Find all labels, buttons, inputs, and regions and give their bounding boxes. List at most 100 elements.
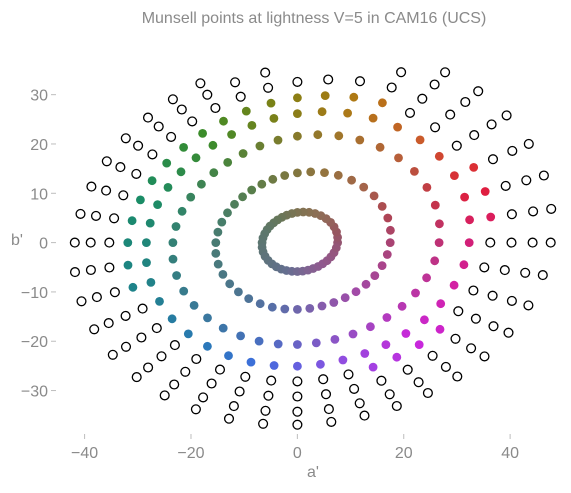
munsell-point-out-of-gamut — [354, 76, 366, 87]
munsell-point-in-gamut — [269, 361, 279, 370]
munsell-point-out-of-gamut — [103, 318, 114, 329]
munsell-point-out-of-gamut — [223, 413, 235, 424]
munsell-point-in-gamut — [415, 135, 425, 145]
munsell-point-in-gamut — [218, 323, 228, 333]
munsell-point-in-gamut — [211, 238, 221, 248]
munsell-point-in-gamut — [349, 92, 359, 102]
munsell-point-out-of-gamut — [323, 404, 334, 415]
munsell-point-out-of-gamut — [326, 416, 337, 427]
munsell-point-out-of-gamut — [180, 366, 191, 377]
munsell-point-out-of-gamut — [266, 375, 277, 386]
munsell-point-in-gamut — [340, 293, 350, 303]
y-tick-label: 30 — [30, 88, 48, 105]
munsell-point-in-gamut — [293, 361, 302, 371]
munsell-point-in-gamut — [127, 216, 137, 226]
munsell-point-in-gamut — [224, 351, 233, 361]
munsell-point-out-of-gamut — [453, 306, 464, 317]
munsell-point-in-gamut — [378, 98, 387, 108]
munsell-point-out-of-gamut — [445, 109, 456, 120]
munsell-point-out-of-gamut — [85, 264, 96, 276]
munsell-point-out-of-gamut — [500, 180, 511, 191]
munsell-point-in-gamut — [366, 322, 375, 332]
munsell-point-out-of-gamut — [76, 296, 87, 307]
munsell-point-out-of-gamut — [101, 185, 112, 196]
munsell-point-out-of-gamut — [206, 378, 217, 389]
munsell-point-out-of-gamut — [429, 79, 440, 90]
munsell-point-in-gamut — [331, 243, 341, 253]
y-tick-label: 10 — [30, 186, 48, 203]
munsell-point-out-of-gamut — [131, 372, 142, 383]
munsell-point-in-gamut — [208, 140, 218, 150]
munsell-point-in-gamut — [168, 238, 178, 248]
munsell-point-out-of-gamut — [90, 210, 102, 221]
munsell-point-out-of-gamut — [506, 209, 517, 220]
y-tick-label: −10 — [21, 285, 48, 302]
y-tick-label: 20 — [30, 137, 48, 154]
munsell-point-out-of-gamut — [153, 121, 164, 132]
munsell-point-in-gamut — [230, 199, 239, 209]
munsell-point-in-gamut — [269, 114, 279, 123]
munsell-point-out-of-gamut — [176, 104, 187, 115]
munsell-point-out-of-gamut — [109, 213, 120, 224]
munsell-point-out-of-gamut — [156, 351, 167, 362]
munsell-point-out-of-gamut — [354, 398, 365, 409]
munsell-point-in-gamut — [186, 192, 196, 202]
munsell-point-in-gamut — [213, 227, 223, 237]
x-tick-label: 40 — [501, 445, 519, 462]
munsell-point-in-gamut — [333, 170, 343, 180]
munsell-point-in-gamut — [414, 340, 424, 349]
munsell-point-in-gamut — [317, 107, 327, 117]
munsell-point-in-gamut — [480, 187, 490, 196]
munsell-point-out-of-gamut — [487, 154, 499, 165]
munsell-point-out-of-gamut — [396, 67, 407, 78]
munsell-point-in-gamut — [360, 349, 370, 358]
munsell-point-in-gamut — [465, 215, 474, 225]
munsell-point-in-gamut — [211, 249, 221, 258]
munsell-point-in-gamut — [123, 260, 133, 270]
munsell-point-out-of-gamut — [479, 351, 490, 362]
munsell-point-in-gamut — [163, 183, 173, 192]
munsell-point-in-gamut — [244, 294, 254, 303]
munsell-point-out-of-gamut — [131, 168, 142, 179]
munsell-point-in-gamut — [377, 202, 387, 211]
munsell-point-in-gamut — [392, 352, 402, 362]
munsell-point-out-of-gamut — [430, 122, 441, 133]
x-tick-label: 20 — [395, 445, 413, 462]
munsell-point-in-gamut — [386, 225, 395, 235]
munsell-point-in-gamut — [219, 116, 228, 126]
munsell-point-in-gamut — [411, 288, 420, 298]
munsell-point-in-gamut — [209, 168, 219, 178]
munsell-point-in-gamut — [320, 91, 330, 100]
munsell-point-out-of-gamut — [507, 145, 518, 156]
munsell-point-in-gamut — [293, 168, 302, 178]
munsell-point-out-of-gamut — [486, 119, 497, 130]
munsell-point-out-of-gamut — [520, 267, 531, 278]
munsell-point-out-of-gamut — [292, 76, 303, 87]
munsell-point-in-gamut — [435, 219, 444, 229]
munsell-point-in-gamut — [197, 179, 206, 189]
munsell-point-out-of-gamut — [292, 419, 303, 430]
munsell-point-in-gamut — [234, 287, 243, 297]
munsell-point-in-gamut — [359, 182, 369, 192]
munsell-point-out-of-gamut — [214, 364, 226, 375]
munsell-point-in-gamut — [191, 153, 201, 163]
munsell-point-out-of-gamut — [506, 295, 517, 306]
munsell-point-out-of-gamut — [190, 404, 201, 415]
munsell-point-in-gamut — [246, 357, 256, 367]
munsell-point-out-of-gamut — [460, 96, 471, 108]
munsell-point-out-of-gamut — [169, 379, 180, 390]
munsell-point-out-of-gamut — [523, 300, 534, 311]
munsell-point-out-of-gamut — [376, 375, 387, 386]
munsell-point-in-gamut — [420, 315, 429, 325]
munsell-point-in-gamut — [128, 282, 138, 292]
munsell-point-in-gamut — [247, 185, 257, 195]
munsell-point-in-gamut — [317, 301, 327, 311]
munsell-point-out-of-gamut — [503, 327, 514, 338]
munsell-point-out-of-gamut — [473, 86, 484, 97]
munsell-point-in-gamut — [351, 287, 361, 297]
munsell-point-in-gamut — [179, 143, 189, 152]
munsell-point-in-gamut — [368, 362, 378, 372]
munsell-point-in-gamut — [306, 167, 316, 177]
munsell-point-in-gamut — [218, 270, 228, 279]
